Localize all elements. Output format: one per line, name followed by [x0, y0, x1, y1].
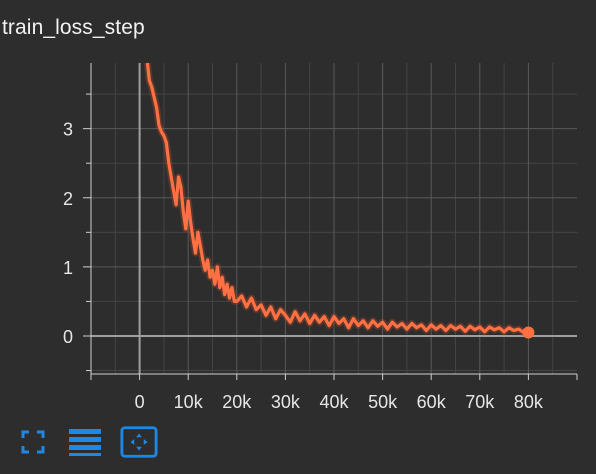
x-tick-label: 0: [135, 392, 145, 412]
toggle-data-table-button[interactable]: [66, 424, 104, 460]
y-tick-label: 2: [63, 189, 73, 209]
x-tick-label: 60k: [417, 392, 447, 412]
series-line: [145, 63, 529, 335]
chart-title: train_loss_step: [2, 16, 145, 39]
y-tick-label: 1: [63, 258, 73, 278]
x-tick-label: 10k: [174, 392, 204, 412]
y-tick-label: 0: [63, 327, 73, 347]
fit-domain-icon: [120, 426, 158, 458]
x-tick-label: 40k: [319, 392, 349, 412]
x-tick-label: 30k: [271, 392, 301, 412]
fit-domain-button[interactable]: [120, 424, 158, 460]
data-table-icon: [69, 429, 101, 456]
x-tick-label: 50k: [368, 392, 398, 412]
last-point-marker: [522, 326, 535, 339]
x-tick-label: 80k: [514, 392, 544, 412]
line-chart: 0 1 2 3 0 10k 20k 30k 40k 50k 60k 70k 80k: [63, 63, 578, 412]
x-tick-label: 70k: [465, 392, 495, 412]
fullscreen-icon: [21, 430, 45, 454]
y-tick-label: 3: [63, 120, 73, 140]
fullscreen-button[interactable]: [14, 424, 52, 460]
x-tick-label: 20k: [222, 392, 252, 412]
